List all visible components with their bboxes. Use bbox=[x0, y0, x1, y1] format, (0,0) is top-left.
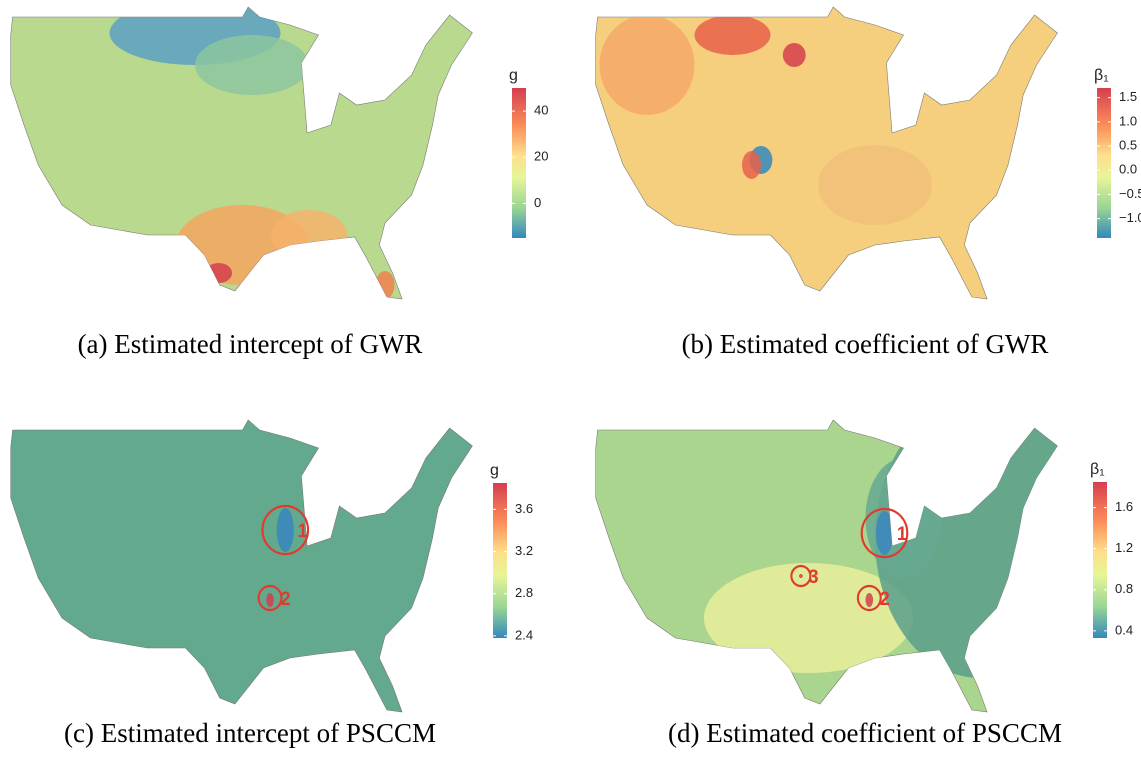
tick-label: 0 bbox=[534, 195, 541, 210]
annotation: 2 bbox=[880, 588, 890, 610]
annotation: 3 bbox=[809, 566, 819, 588]
state-outline bbox=[10, 419, 473, 713]
tick-label: 2.4 bbox=[515, 627, 533, 642]
caption: (a) Estimated intercept of GWR bbox=[78, 329, 423, 359]
region-shading bbox=[266, 508, 294, 607]
region-shading bbox=[599, 15, 932, 225]
tick-label: 2.8 bbox=[515, 585, 533, 600]
tick-label: 40 bbox=[534, 103, 548, 118]
colorbar bbox=[512, 88, 526, 238]
highlight-circle bbox=[261, 504, 310, 556]
colorbar bbox=[493, 483, 507, 638]
tick-label: 20 bbox=[534, 149, 548, 164]
caption: (d) Estimated coefficient of PSCCM bbox=[668, 718, 1062, 748]
region bbox=[271, 210, 348, 260]
region bbox=[205, 263, 233, 283]
tick-label: 3.2 bbox=[515, 543, 533, 558]
caption: (c) Estimated intercept of PSCCM bbox=[64, 718, 436, 748]
tick-label: 0.5 bbox=[1119, 138, 1137, 153]
region bbox=[742, 151, 761, 179]
map-panel: 12 bbox=[10, 419, 473, 713]
highlight-circle bbox=[860, 507, 909, 559]
annotation: 2 bbox=[281, 588, 291, 610]
map-panel bbox=[595, 6, 1058, 300]
caption: (b) Estimated coefficient of GWR bbox=[682, 329, 1049, 359]
region bbox=[818, 145, 932, 225]
highlight-circle bbox=[790, 564, 812, 588]
highlight-circle bbox=[257, 584, 283, 612]
region bbox=[266, 593, 274, 607]
legend-title: g bbox=[509, 67, 518, 84]
map-panel: 1 2 3 bbox=[595, 419, 1058, 713]
highlight-circle bbox=[856, 584, 882, 612]
annotation: 1 bbox=[298, 520, 308, 542]
annotation: 1 bbox=[897, 523, 907, 545]
map-panel bbox=[10, 6, 473, 300]
colorbar bbox=[1097, 88, 1111, 238]
region bbox=[799, 574, 803, 578]
legend-title: β₁ bbox=[1090, 461, 1105, 478]
tick-label: 1.0 bbox=[1119, 113, 1137, 128]
tick-label: 1.6 bbox=[1115, 499, 1133, 514]
tick-label: 0.4 bbox=[1115, 622, 1133, 637]
region bbox=[375, 271, 395, 299]
region bbox=[782, 43, 806, 67]
legend-title: β₁ bbox=[1094, 67, 1109, 84]
tick-label: 3.6 bbox=[515, 501, 533, 516]
colorbar bbox=[1093, 482, 1107, 638]
region bbox=[599, 15, 695, 115]
region bbox=[875, 511, 894, 555]
region bbox=[865, 593, 874, 607]
region bbox=[694, 15, 771, 55]
tick-label: 1.2 bbox=[1115, 540, 1133, 555]
region bbox=[276, 508, 294, 552]
region bbox=[195, 35, 309, 95]
tick-label: −0.5 bbox=[1119, 186, 1141, 201]
tick-label: 0.0 bbox=[1119, 162, 1137, 177]
tick-label: 0.8 bbox=[1115, 581, 1133, 596]
tick-label: −1.0 bbox=[1119, 210, 1141, 225]
legend-title: g bbox=[490, 462, 499, 479]
tick-label: 1.5 bbox=[1119, 89, 1137, 104]
